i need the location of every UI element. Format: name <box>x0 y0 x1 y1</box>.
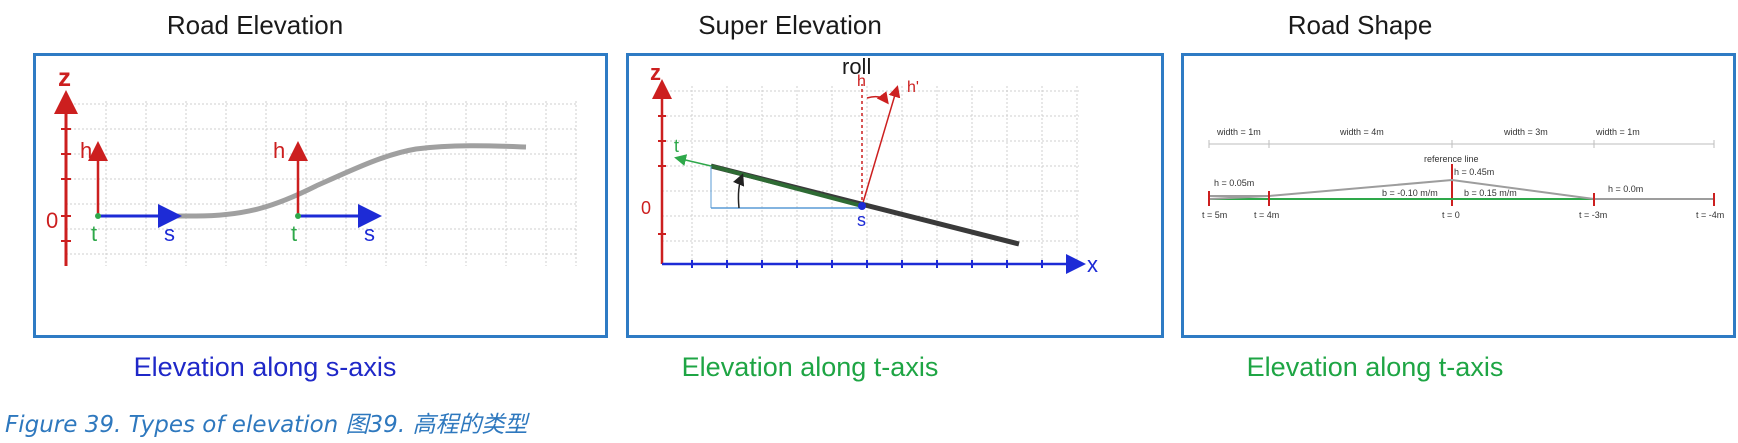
road-shape-diagram: width = 1m width = 4m width = 3m width =… <box>1202 127 1724 220</box>
z-axis-label: z <box>58 62 71 92</box>
b-left-label: b = -0.10 m/m <box>1382 188 1438 198</box>
reference-line-label: reference line <box>1424 154 1479 164</box>
z-axis-label: z <box>650 60 661 85</box>
s-label: s <box>857 210 866 230</box>
h-right-label: h = 0.0m <box>1608 184 1643 194</box>
h-prime-label: h' <box>907 79 919 96</box>
h-prime-axis <box>861 85 901 207</box>
t-4m-label: t = 4m <box>1254 210 1279 220</box>
caption-super-elevation: Elevation along t-axis <box>681 352 939 382</box>
grid <box>66 101 577 266</box>
width-label-3: width = 3m <box>1503 127 1548 137</box>
width-label-1: width = 1m <box>1216 127 1261 137</box>
road-elevation-curve <box>176 143 527 219</box>
s-label-1: s <box>164 221 175 246</box>
grid <box>662 86 1079 264</box>
road-elevation-diagram: z 0 h t s h t s <box>46 62 577 266</box>
t-label-2: t <box>291 221 297 246</box>
width-label-2: width = 4m <box>1339 127 1384 137</box>
s-label-2: s <box>364 221 375 246</box>
panel-title-super-elevation: Super Elevation <box>698 10 882 40</box>
h-label: h <box>857 73 866 90</box>
t-label-1: t <box>91 221 97 246</box>
zero-label: 0 <box>46 208 58 233</box>
panel-title-road-elevation: Road Elevation <box>166 10 344 40</box>
road-shape-panel: width = 1m width = 4m width = 3m width =… <box>1181 53 1736 338</box>
h-left-label: h = 0.05m <box>1214 178 1254 188</box>
caption-road-shape: Elevation along t-axis <box>1246 352 1504 382</box>
zero-label: 0 <box>641 198 651 218</box>
caption-road-elevation: Elevation along s-axis <box>133 352 397 382</box>
roll-arc <box>866 91 889 105</box>
figure-caption: Figure 39. Types of elevation 图39. 高程的类型 <box>5 412 528 438</box>
t-axis <box>674 154 712 167</box>
t-minus-4m-label: t = -4m <box>1696 210 1724 220</box>
roll-label: roll <box>842 56 871 79</box>
road-elevation-panel: z 0 h t s h t s <box>33 53 608 338</box>
t-label: t <box>674 136 679 156</box>
super-elevation-panel: z x 0 roll h h' t s <box>626 53 1164 338</box>
width-label-4: width = 1m <box>1595 127 1640 137</box>
panel-title-road-shape: Road Shape <box>1287 10 1433 40</box>
t-minus-3m-label: t = -3m <box>1579 210 1607 220</box>
super-elevation-diagram: z x 0 roll h h' t s <box>641 56 1098 277</box>
h-ref-label: h = 0.45m <box>1454 167 1494 177</box>
b-right-label: b = 0.15 m/m <box>1464 188 1517 198</box>
lane-widths <box>1208 140 1715 148</box>
t-0-label: t = 0 <box>1442 210 1460 220</box>
h-label-2: h <box>273 138 285 163</box>
station-ticks <box>1208 191 1715 206</box>
angle-arc <box>733 173 745 209</box>
x-axis-label: x <box>1087 252 1098 277</box>
s-point <box>858 202 866 210</box>
t-5m-label: t = 5m <box>1202 210 1227 220</box>
h-label-1: h <box>80 138 92 163</box>
